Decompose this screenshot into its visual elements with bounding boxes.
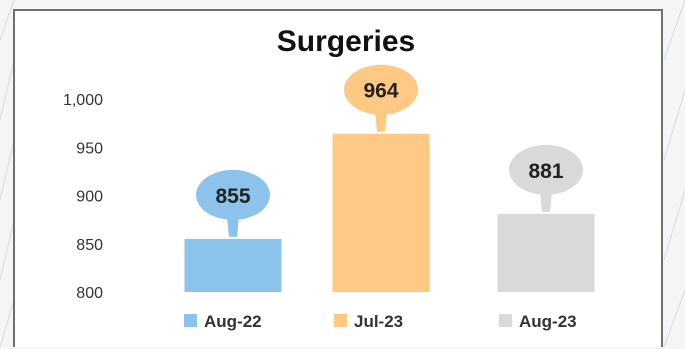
- legend-swatch-jul-23: [334, 314, 347, 327]
- y-tick-label: 1,000: [63, 92, 103, 109]
- data-label-jul-23: 964: [344, 65, 418, 132]
- surgeries-bar-chart: Surgeries 800 850 900 950 1,000 855 964 881 Au…: [15, 11, 661, 349]
- chart-title: Surgeries: [277, 25, 415, 58]
- data-label-text: 855: [215, 185, 250, 208]
- legend-label-aug-22: Aug-22: [204, 312, 262, 331]
- data-label-aug-22: 855: [196, 170, 270, 237]
- y-tick-label: 900: [76, 189, 103, 206]
- bar-jul-23: [333, 134, 430, 292]
- legend-swatch-aug-23: [499, 314, 512, 327]
- legend-label-jul-23: Jul-23: [354, 312, 403, 331]
- bar-aug-22: [185, 239, 282, 292]
- legend-label-aug-23: Aug-23: [519, 312, 577, 331]
- y-tick-label: 850: [76, 237, 103, 254]
- y-tick-label: 800: [76, 285, 103, 302]
- legend: Aug-22 Jul-23 Aug-23: [184, 312, 577, 331]
- y-tick-label: 950: [76, 140, 103, 157]
- data-label-text: 964: [363, 80, 398, 103]
- chart-panel: Surgeries 800 850 900 950 1,000 855 964 881 Au…: [13, 9, 663, 347]
- legend-swatch-aug-22: [184, 314, 197, 327]
- y-axis: 800 850 900 950 1,000: [63, 92, 103, 302]
- data-label-text: 881: [528, 160, 563, 183]
- bar-aug-23: [498, 214, 595, 292]
- data-label-aug-23: 881: [509, 145, 583, 212]
